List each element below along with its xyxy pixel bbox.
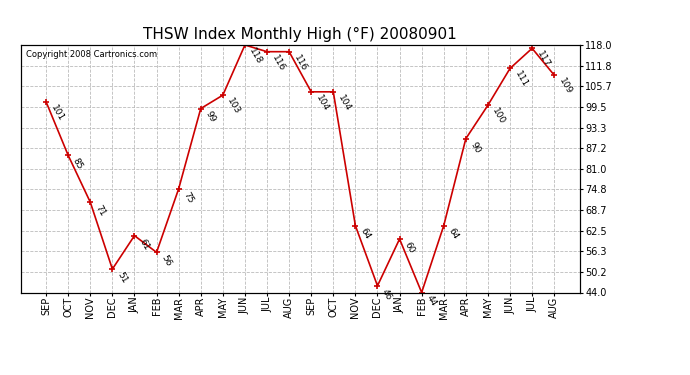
Text: Copyright 2008 Cartronics.com: Copyright 2008 Cartronics.com (26, 50, 157, 59)
Text: 56: 56 (159, 254, 173, 268)
Text: 85: 85 (71, 157, 84, 171)
Text: 64: 64 (358, 227, 372, 242)
Text: 51: 51 (115, 270, 129, 285)
Text: 101: 101 (49, 103, 66, 123)
Text: 46: 46 (380, 287, 394, 302)
Text: 90: 90 (469, 140, 482, 154)
Text: 60: 60 (402, 240, 416, 255)
Text: 109: 109 (557, 76, 573, 96)
Text: 64: 64 (446, 227, 460, 242)
Text: 117: 117 (535, 50, 551, 69)
Text: 44: 44 (424, 294, 438, 308)
Text: 118: 118 (248, 46, 264, 66)
Text: 61: 61 (137, 237, 151, 252)
Text: 99: 99 (204, 110, 217, 125)
Text: 100: 100 (491, 106, 507, 126)
Text: 116: 116 (270, 53, 286, 72)
Text: 111: 111 (513, 70, 529, 89)
Text: 103: 103 (226, 96, 242, 116)
Text: 71: 71 (93, 204, 107, 218)
Text: 104: 104 (314, 93, 331, 112)
Text: 104: 104 (336, 93, 353, 112)
Text: 116: 116 (292, 53, 308, 72)
Text: 75: 75 (181, 190, 195, 205)
Title: THSW Index Monthly High (°F) 20080901: THSW Index Monthly High (°F) 20080901 (144, 27, 457, 42)
